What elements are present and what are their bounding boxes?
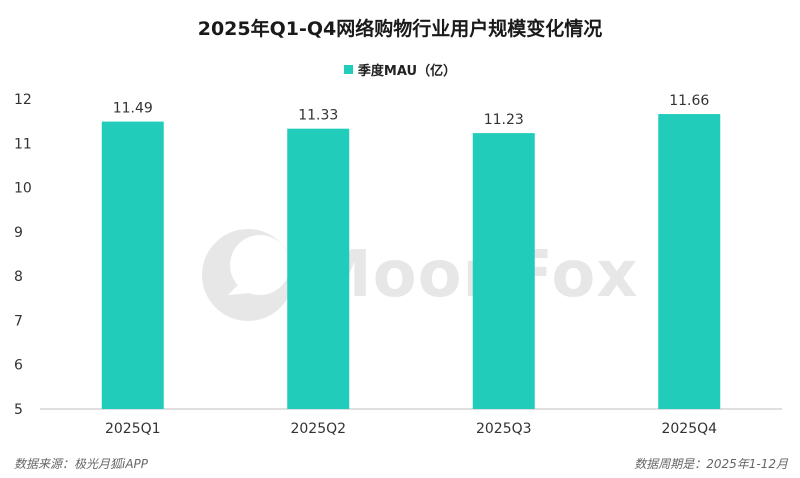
legend-label: 季度MAU（亿）: [357, 64, 457, 79]
y-tick-label: 8: [14, 269, 23, 285]
y-tick-label: 7: [14, 313, 23, 329]
bar: [101, 121, 164, 409]
moonfox-logo-icon: [202, 229, 294, 321]
x-tick-label: 2025Q1: [105, 421, 161, 437]
bar: [472, 133, 535, 409]
data-source: 数据来源：极光月狐iAPP: [14, 457, 149, 471]
x-tick-label: 2025Q3: [476, 421, 532, 437]
y-tick-label: 5: [14, 402, 23, 418]
x-tick-label: 2025Q2: [290, 421, 346, 437]
data-label: 11.49: [113, 101, 153, 117]
y-tick-label: 11: [14, 136, 32, 152]
legend: 季度MAU（亿）: [0, 60, 800, 79]
x-tick-label: 2025Q4: [661, 421, 717, 437]
y-tick-label: 12: [14, 92, 32, 108]
data-label: 11.23: [484, 112, 524, 128]
y-tick-label: 6: [14, 358, 23, 374]
y-tick-label: 9: [14, 225, 23, 241]
chart-title: 2025年Q1-Q4网络购物行业用户规模变化情况: [197, 18, 603, 40]
data-label: 11.33: [298, 108, 338, 124]
data-period: 数据周期是：2025年1-12月: [634, 457, 788, 471]
legend-swatch: [343, 65, 353, 74]
y-tick-label: 10: [14, 181, 32, 197]
bar: [658, 114, 721, 410]
data-label: 11.66: [669, 93, 709, 109]
bar: [287, 128, 350, 409]
